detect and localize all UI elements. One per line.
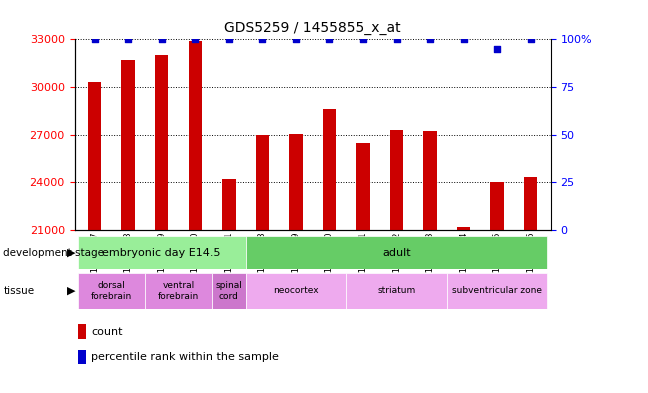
Point (358, 36, 368, 42)
Bar (356, 143, 369, 230)
Bar (88, 82, 101, 230)
Text: adult: adult (382, 248, 411, 257)
Text: development stage: development stage (3, 248, 104, 257)
Bar (78, 350, 86, 364)
Bar (457, 227, 470, 230)
Bar (390, 130, 403, 230)
Point (123, 36, 133, 42)
Bar (346, 273, 447, 309)
Bar (145, 273, 212, 309)
Point (324, 36, 334, 42)
Bar (121, 60, 135, 230)
Title: GDS5259 / 1455855_x_at: GDS5259 / 1455855_x_at (224, 22, 401, 35)
Point (391, 36, 402, 42)
Bar (323, 109, 336, 230)
Text: neocortex: neocortex (273, 286, 319, 295)
Bar (289, 134, 303, 230)
Bar (78, 273, 145, 309)
Bar (78, 325, 86, 339)
Point (526, 36, 536, 42)
Bar (189, 41, 202, 230)
Bar (222, 179, 235, 230)
Bar (78, 236, 246, 269)
Text: count: count (91, 327, 122, 337)
Bar (447, 273, 548, 309)
Bar (246, 236, 548, 269)
Bar (246, 273, 346, 309)
Text: striatum: striatum (377, 286, 415, 295)
Point (425, 36, 435, 42)
Point (224, 36, 234, 42)
Bar (256, 134, 269, 230)
Bar (491, 182, 504, 230)
Text: percentile rank within the sample: percentile rank within the sample (91, 352, 279, 362)
Text: dorsal
forebrain: dorsal forebrain (91, 281, 132, 301)
Point (157, 36, 167, 42)
Text: ventral
forebrain: ventral forebrain (158, 281, 199, 301)
Point (89, 36, 100, 42)
Point (190, 36, 200, 42)
Text: ▶: ▶ (67, 248, 75, 257)
Text: subventricular zone: subventricular zone (452, 286, 542, 295)
Point (291, 36, 301, 42)
Text: ▶: ▶ (67, 286, 75, 296)
Bar (423, 131, 437, 230)
Point (492, 46, 502, 52)
Text: spinal
cord: spinal cord (215, 281, 242, 301)
Point (458, 36, 469, 42)
Point (257, 36, 268, 42)
Text: tissue: tissue (3, 286, 34, 296)
Text: embryonic day E14.5: embryonic day E14.5 (102, 248, 221, 257)
Bar (212, 273, 246, 309)
Bar (524, 178, 537, 230)
Bar (155, 55, 168, 230)
